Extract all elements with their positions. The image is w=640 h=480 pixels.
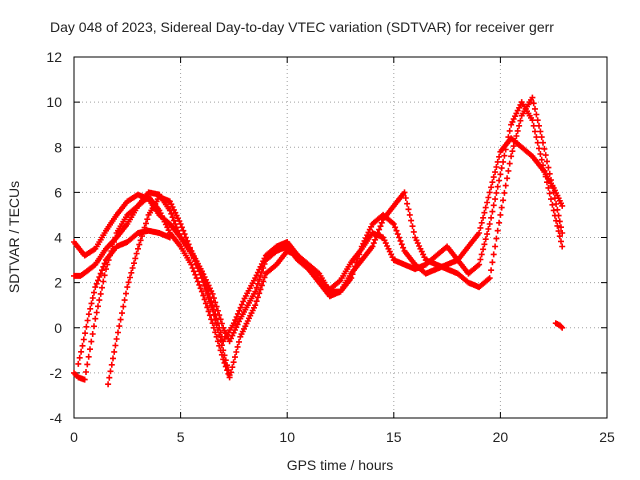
y-tick-label: 10 — [46, 94, 62, 110]
y-tick-label: 2 — [54, 275, 62, 291]
series-track-2 — [71, 99, 566, 345]
series-track-3 — [71, 94, 566, 383]
data-point-markers — [75, 227, 173, 367]
x-tick-label: 20 — [493, 429, 509, 445]
series-track-5 — [75, 227, 173, 367]
x-tick-label: 15 — [386, 429, 402, 445]
y-tick-label: 0 — [54, 320, 62, 336]
data-point-markers — [71, 94, 566, 383]
x-tick-label: 0 — [70, 429, 78, 445]
y-tick-label: -2 — [50, 365, 63, 381]
x-tick-label: 25 — [599, 429, 615, 445]
data-point-markers — [552, 320, 566, 331]
series-track-1 — [71, 135, 566, 345]
data-point-markers — [71, 99, 566, 345]
y-tick-label: 6 — [54, 184, 62, 200]
x-tick-label: 10 — [279, 429, 295, 445]
data-point-markers — [71, 135, 566, 345]
y-axis-label: SDTVAR / TECUs — [6, 181, 22, 293]
series-track-4 — [105, 193, 233, 388]
y-tick-label: 4 — [54, 230, 62, 246]
y-tick-label: 12 — [46, 49, 62, 65]
x-tick-label: 5 — [177, 429, 185, 445]
y-tick-label: -4 — [50, 410, 63, 426]
chart-title: Day 048 of 2023, Sidereal Day-to-day VTE… — [50, 19, 554, 35]
x-axis-label: GPS time / hours — [287, 457, 394, 473]
series-track-6 — [552, 320, 566, 331]
data-point-markers — [105, 193, 233, 388]
data-series — [71, 94, 566, 388]
y-tick-label: 8 — [54, 139, 62, 155]
